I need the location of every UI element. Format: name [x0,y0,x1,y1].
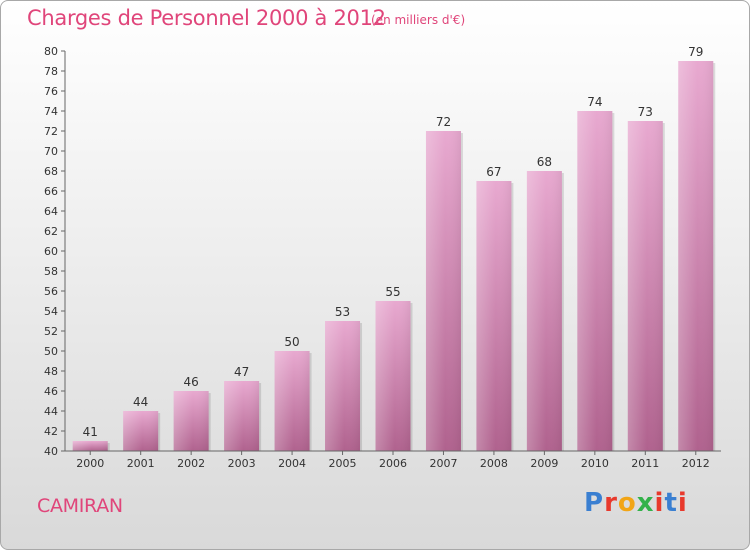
y-tick-label: 42 [44,425,58,438]
bar-highlight [224,381,260,451]
bar-highlight [173,391,209,451]
x-tick-label: 2000 [76,457,104,470]
bar-highlight [72,441,108,451]
y-tick-label: 58 [44,265,58,278]
x-tick-label: 2011 [631,457,659,470]
bar-value-label: 67 [486,165,501,179]
y-tick-label: 68 [44,165,58,178]
x-tick-label: 2005 [329,457,357,470]
bar-value-label: 46 [184,375,199,389]
bar-value-label: 79 [688,45,703,59]
y-tick-label: 44 [44,405,58,418]
commune-name: CAMIRAN [37,495,123,517]
y-tick-label: 72 [44,125,58,138]
y-tick-label: 64 [44,205,58,218]
y-tick-label: 52 [44,325,58,338]
bar-value-label: 72 [436,115,451,129]
x-tick-label: 2001 [127,457,155,470]
chart-title: Charges de Personnel 2000 à 2012 [27,6,386,30]
y-tick-label: 80 [44,45,58,58]
logo-letter: o [617,488,637,518]
x-tick-label: 2002 [177,457,205,470]
x-tick-label: 2007 [429,457,457,470]
bar-highlight [375,301,411,451]
logo-letter: i [677,488,688,518]
bar-highlight [123,411,159,451]
bar-highlight [526,171,562,451]
x-axis: 2000 2001 2002 2003 2004 2005 2006 2007 2008 2009… [65,450,721,470]
y-tick-label: 40 [44,445,58,458]
x-tick-label: 2006 [379,457,407,470]
bar-highlight [476,181,512,451]
bar-value-label: 50 [284,335,299,349]
proxiti-logo[interactable]: Proxiti [584,488,688,518]
logo-letter: r [604,488,618,518]
y-tick-label: 76 [44,85,58,98]
bar-highlight [577,111,613,451]
bar-highlight [425,131,461,451]
bar-value-label: 68 [537,155,552,169]
bar-value-label: 55 [385,285,400,299]
y-tick-label: 70 [44,145,58,158]
y-tick-label: 62 [44,225,58,238]
bar-highlight [627,121,663,451]
logo-letter: t [664,488,678,518]
bar-highlight [274,351,310,451]
bar-value-label: 47 [234,365,249,379]
x-tick-label: 2010 [581,457,609,470]
bar-value-label: 73 [638,105,653,119]
y-tick-label: 60 [44,245,58,258]
bar-value-label: 44 [133,395,148,409]
y-tick-label: 46 [44,385,58,398]
x-tick-label: 2003 [228,457,256,470]
y-tick-label: 50 [44,345,58,358]
bar-value-label: 41 [83,425,98,439]
y-tick-label: 48 [44,365,58,378]
bar-highlight [678,61,714,451]
y-tick-label: 56 [44,285,58,298]
logo-letter: x [636,488,655,518]
bars: 41 44 46 47 50 53 55 72 67 68 74 73 79 [72,45,716,451]
logo-letter: P [584,488,605,518]
bar-value-label: 53 [335,305,350,319]
bar-value-label: 74 [587,95,602,109]
bar-highlight [325,321,361,451]
y-tick-label: 66 [44,185,58,198]
x-tick-label: 2009 [530,457,558,470]
y-axis: 40 42 44 46 48 50 52 54 56 58 60 62 64 66 68 70 72 74 76 78… [44,45,66,458]
y-tick-label: 74 [44,105,58,118]
x-tick-label: 2012 [682,457,710,470]
x-tick-label: 2004 [278,457,306,470]
x-tick-label: 2008 [480,457,508,470]
chart-subtitle: (en milliers d'€) [371,13,466,27]
y-tick-label: 78 [44,65,58,78]
logo-letter: i [654,488,665,518]
y-tick-label: 54 [44,305,58,318]
